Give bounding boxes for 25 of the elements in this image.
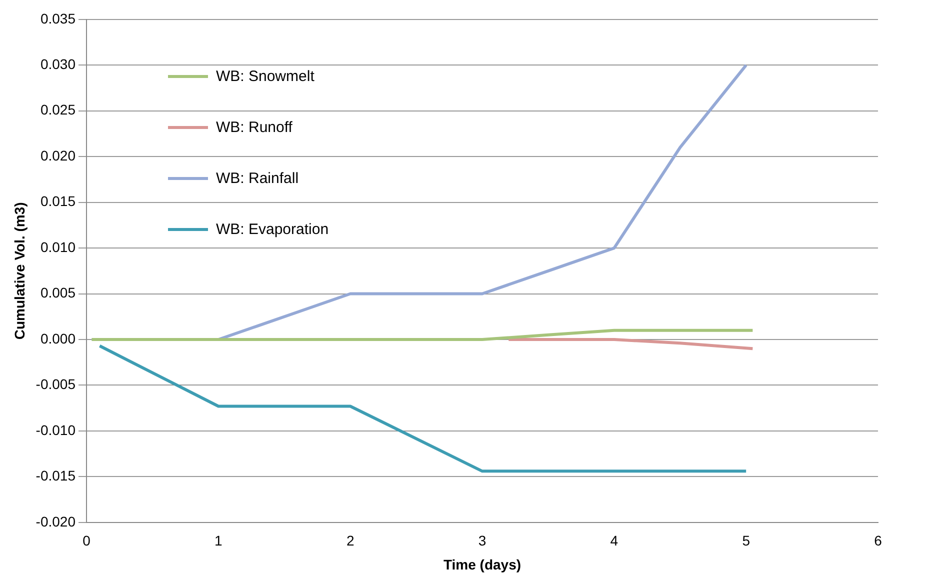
- y-tick-label: 0.030: [40, 56, 76, 72]
- legend-label: WB: Snowmelt: [216, 68, 314, 85]
- y-tick-label: -0.005: [36, 376, 76, 392]
- y-tick-label: 0.005: [40, 284, 76, 301]
- y-tick-label: -0.020: [36, 513, 76, 530]
- x-tick-label: 1: [214, 532, 223, 549]
- x-tick-label: 5: [742, 532, 750, 549]
- y-axis-title: Cumulative Vol. (m3): [11, 202, 28, 340]
- legend-label: WB: Runoff: [216, 119, 292, 136]
- x-tick-label: 2: [346, 532, 354, 549]
- y-tick-label: -0.015: [36, 468, 76, 484]
- x-tick-label: 0: [82, 532, 91, 549]
- legend-label: WB: Rainfall: [216, 170, 299, 187]
- y-tick-label: 0.020: [40, 147, 76, 164]
- x-tick-label: 3: [478, 532, 486, 549]
- y-tick-label: -0.010: [36, 422, 76, 438]
- y-tick-label: 0.015: [40, 193, 76, 210]
- x-tick-label: 4: [610, 532, 618, 549]
- y-tick-label: 0.025: [40, 102, 76, 118]
- x-axis-title: Time (days): [443, 556, 522, 572]
- legend-label: WB: Evaporation: [216, 221, 329, 238]
- x-tick-label: 6: [874, 532, 882, 549]
- y-tick-label: 0.000: [40, 330, 76, 346]
- y-tick-label: 0.010: [40, 238, 76, 255]
- y-tick-label: 0.035: [40, 10, 76, 26]
